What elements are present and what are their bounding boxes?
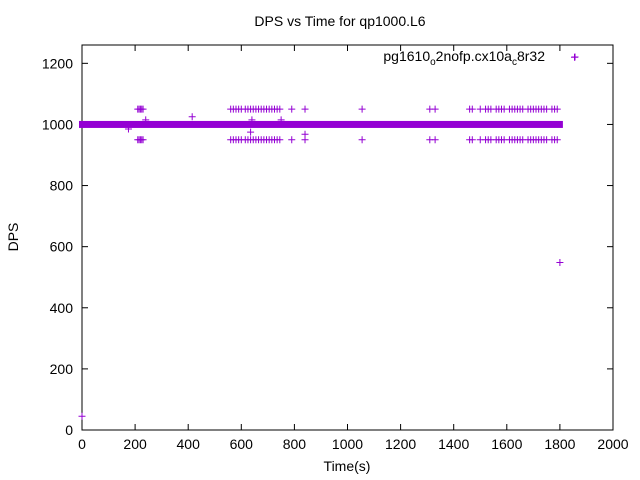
data-points: [78, 53, 579, 420]
y-tick-label: 800: [50, 178, 74, 194]
x-tick-label: 2000: [597, 436, 628, 452]
y-tick-label: 1000: [42, 116, 73, 132]
upper-band-point: [288, 105, 296, 113]
main-band-points: [79, 120, 563, 128]
outlier-point: [248, 116, 256, 124]
upper-band-point: [468, 105, 476, 113]
y-tick-label: 200: [50, 361, 74, 377]
y-tick-label: 1200: [42, 55, 73, 71]
legend-marker: [571, 53, 579, 61]
outlier-point: [277, 116, 285, 124]
lower-band-point: [276, 136, 284, 144]
lower-band-point: [553, 136, 561, 144]
x-tick-label: 0: [78, 436, 86, 452]
lower-band-point: [468, 136, 476, 144]
legend: pg1610o2nofp.cx10ac8r32: [383, 48, 579, 68]
x-tick-label: 600: [230, 436, 254, 452]
lower-band-point: [358, 136, 366, 144]
x-axis-label: Time(s): [324, 458, 371, 474]
x-tick-label: 1200: [385, 436, 416, 452]
plot-axes: [81, 44, 614, 431]
y-tick-label: 400: [50, 300, 74, 316]
outlier-point: [142, 116, 150, 124]
lower-band-point: [288, 136, 296, 144]
axis-ticks: 0 200 400 600 800 1000 1200 1400 1600 1800 2000 0 20…: [42, 45, 629, 452]
y-axis-label: DPS: [5, 223, 21, 252]
outlier-point: [301, 130, 309, 138]
legend-series-label: pg1610o2nofp.cx10ac8r32: [383, 48, 545, 68]
outlier-point: [188, 113, 196, 121]
chart-title: DPS vs Time for qp1000.L6: [254, 13, 425, 29]
y-tick-label: 0: [65, 422, 73, 438]
upper-band-point: [431, 105, 439, 113]
plot-border: [81, 44, 614, 431]
x-tick-label: 1400: [438, 436, 469, 452]
upper-band-point: [139, 105, 147, 113]
upper-band-point: [301, 105, 309, 113]
upper-band-point: [553, 105, 561, 113]
x-tick-label: 400: [177, 436, 201, 452]
lower-band-point: [139, 136, 147, 144]
upper-band-point: [276, 105, 284, 113]
x-tick-label: 200: [123, 436, 147, 452]
outlier-point: [78, 412, 86, 420]
x-tick-label: 1800: [544, 436, 575, 452]
x-tick-label: 1600: [491, 436, 522, 452]
x-tick-label: 800: [283, 436, 307, 452]
outlier-point: [124, 125, 132, 133]
lower-band-point: [431, 136, 439, 144]
x-tick-label: 1000: [332, 436, 363, 452]
outlier-point: [247, 128, 255, 136]
outlier-point: [556, 259, 564, 267]
upper-band-point: [358, 105, 366, 113]
y-tick-label: 600: [50, 239, 74, 255]
